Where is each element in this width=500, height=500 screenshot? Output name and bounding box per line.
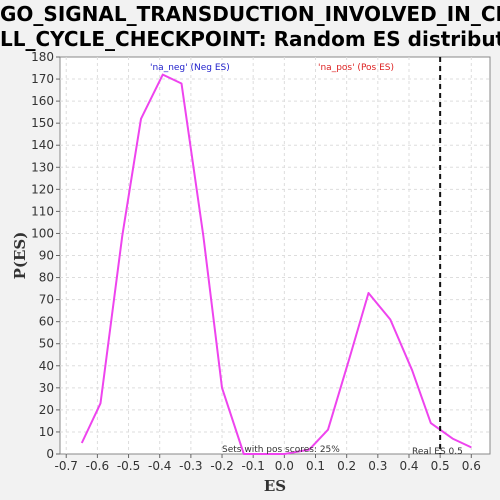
- y-tick-label: 60: [39, 315, 54, 329]
- x-tick-label: -0.2: [210, 459, 233, 473]
- x-tick-label: -0.3: [179, 459, 202, 473]
- x-axis-ticks: -0.7 -0.6 -0.5 -0.4 -0.3 -0.2 -0.1 0.0 0.1 0.2 0.3…: [55, 454, 481, 473]
- series-line: [80, 73, 472, 455]
- x-tick-label: -0.4: [148, 459, 171, 473]
- y-tick-label: 40: [39, 359, 54, 373]
- y-tick-label: 170: [31, 72, 54, 86]
- plot-area: [59, 56, 491, 455]
- y-tick-label: 160: [31, 94, 54, 108]
- x-axis-label: ES: [264, 477, 286, 495]
- x-tick-label: 0.2: [337, 459, 356, 473]
- y-tick-label: 70: [39, 293, 54, 307]
- x-tick-label: 0.0: [275, 459, 294, 473]
- pos-es-label: 'na_pos' (Pos ES): [318, 63, 394, 73]
- x-tick-label: -0.6: [86, 459, 109, 473]
- y-axis-label: P(ES): [11, 232, 29, 280]
- x-tick-label: 0.1: [306, 459, 325, 473]
- x-tick-label: -0.5: [117, 459, 140, 473]
- y-tick-label: 140: [31, 138, 54, 152]
- x-tick-label: -0.7: [55, 459, 78, 473]
- y-tick-label: 100: [31, 226, 54, 240]
- y-tick-label: 10: [39, 425, 54, 439]
- y-tick-label: 110: [31, 204, 54, 218]
- x-tick-label: 0.4: [399, 459, 418, 473]
- y-tick-label: 90: [39, 249, 54, 263]
- y-tick-label: 0: [46, 447, 54, 461]
- chart-title-line-2: LL_CYCLE_CHECKPOINT: Random ES distribut…: [0, 27, 500, 51]
- y-axis-ticks: 0 10 20 30 40 50 60 70 80 90 100 110 120 130 140 150 160…: [31, 50, 60, 461]
- x-tick-label: 0.6: [462, 459, 481, 473]
- y-tick-label: 20: [39, 403, 54, 417]
- y-tick-label: 120: [31, 182, 54, 196]
- y-tick-label: 130: [31, 160, 54, 174]
- y-tick-label: 180: [31, 50, 54, 64]
- y-tick-label: 30: [39, 381, 54, 395]
- x-tick-label: -0.1: [241, 459, 264, 473]
- x-tick-label: 0.3: [368, 459, 387, 473]
- y-tick-label: 80: [39, 271, 54, 285]
- y-tick-label: 150: [31, 116, 54, 130]
- y-tick-label: 50: [39, 337, 54, 351]
- x-tick-label: 0.5: [431, 459, 450, 473]
- sets-pos-scores-label: Sets with pos scores: 25%: [222, 445, 340, 455]
- chart-title-line-1: GO_SIGNAL_TRANSDUCTION_INVOLVED_IN_CE: [0, 2, 500, 26]
- real-es-label: Real ES 0.5: [412, 447, 463, 457]
- neg-es-label: 'na_neg' (Neg ES): [150, 63, 230, 73]
